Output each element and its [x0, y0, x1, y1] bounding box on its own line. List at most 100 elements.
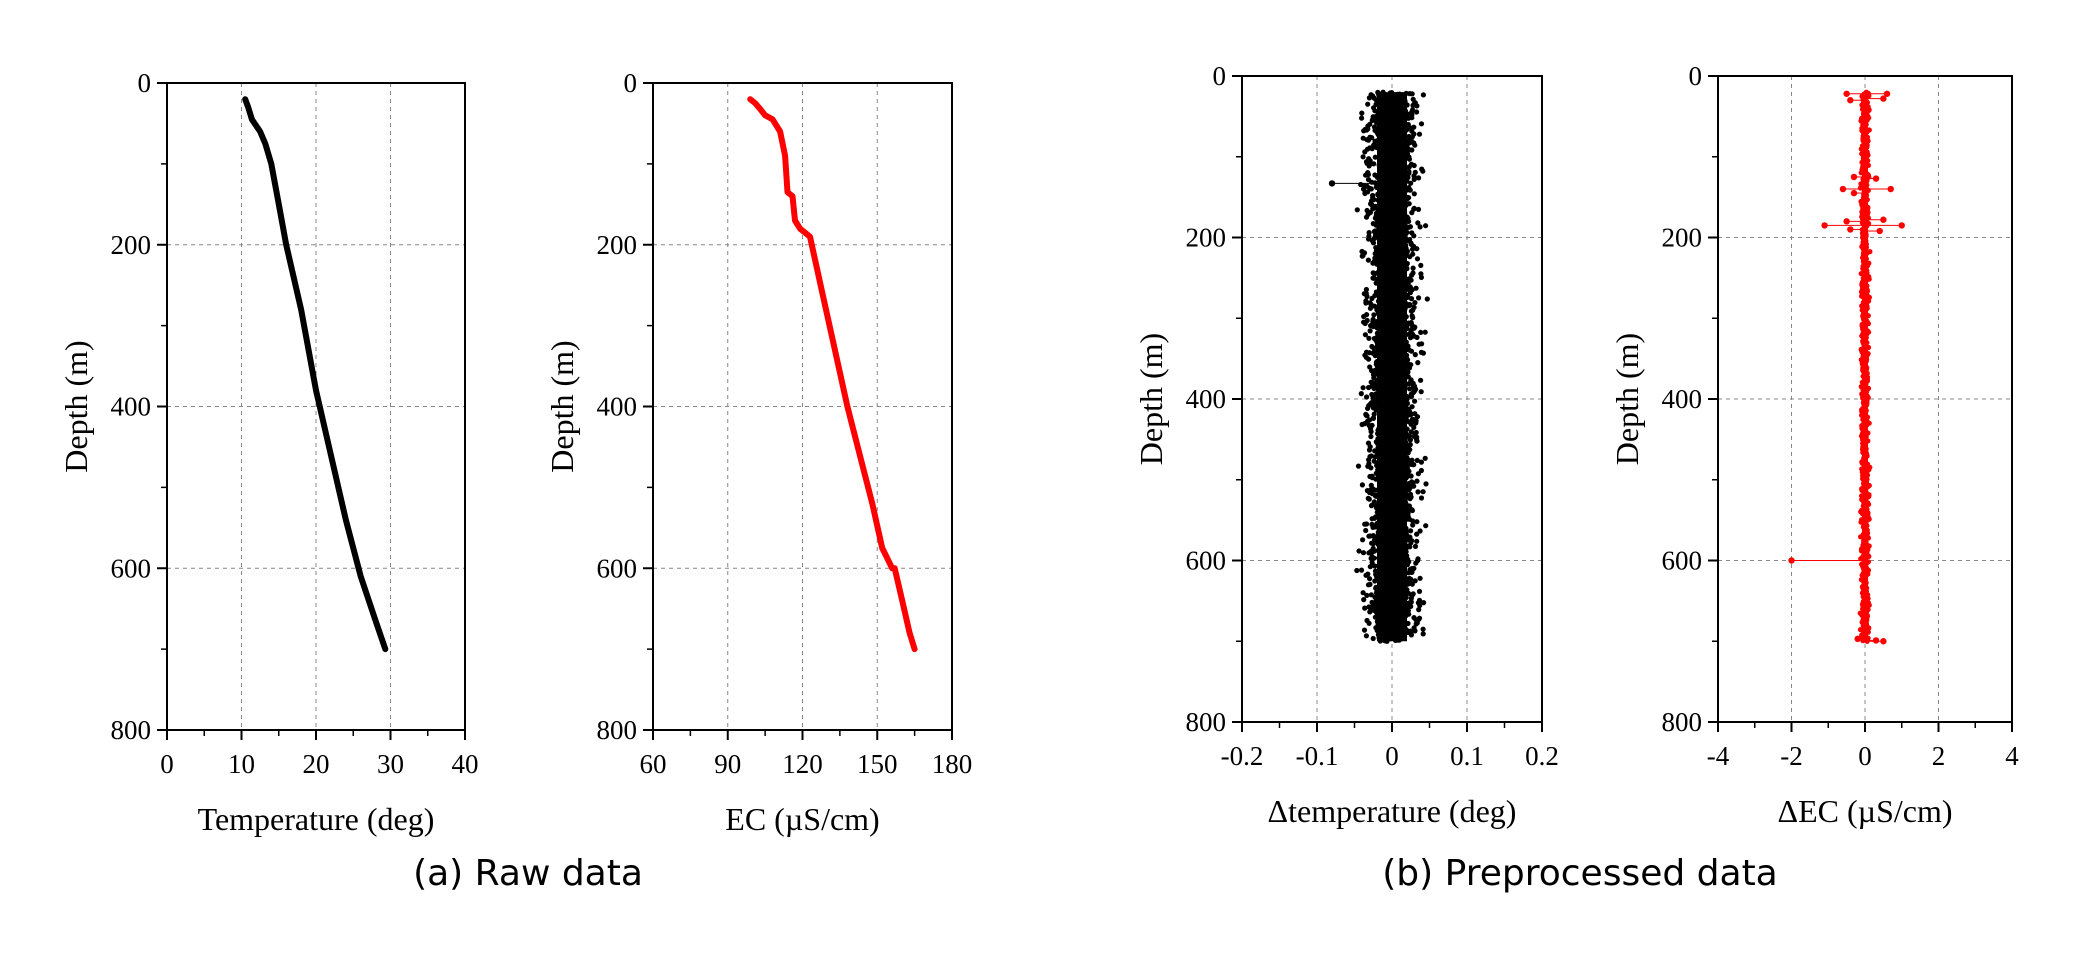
data-point	[1372, 353, 1378, 359]
data-point	[1378, 597, 1385, 603]
data-point	[1401, 256, 1407, 263]
data-point	[1366, 457, 1372, 463]
data-point	[1377, 638, 1383, 644]
data-point	[1406, 365, 1413, 371]
outlier-point	[1847, 226, 1854, 233]
data-point	[1370, 635, 1376, 642]
data-point	[1363, 214, 1370, 220]
data-point	[1412, 578, 1418, 584]
scatter-points	[1788, 89, 1905, 645]
data-point	[1379, 549, 1385, 556]
data-point	[1407, 254, 1413, 260]
data-point	[1420, 92, 1426, 98]
data-point	[1408, 473, 1414, 479]
data-point	[1420, 350, 1426, 356]
data-point	[1414, 256, 1421, 262]
data-point	[1377, 494, 1383, 500]
data-point	[1407, 496, 1413, 502]
data-point	[1390, 534, 1396, 540]
data-point	[1406, 570, 1412, 576]
data-point	[1392, 352, 1398, 358]
data-point	[1362, 190, 1368, 196]
data-point	[1362, 605, 1368, 611]
data-point	[1355, 463, 1362, 469]
x-tick-label: 30	[377, 749, 404, 779]
data-point	[1416, 588, 1423, 595]
x-tick-label: 0.2	[1525, 741, 1559, 771]
data-point	[1404, 426, 1410, 432]
x-tick-label: -4	[1707, 741, 1730, 771]
outlier-point	[1854, 635, 1861, 643]
data-point	[1356, 548, 1362, 554]
data-point	[1411, 233, 1417, 239]
data-point	[1359, 253, 1365, 259]
data-point	[1407, 386, 1413, 392]
y-tick-label: 800	[111, 715, 152, 745]
data-point	[1362, 320, 1368, 327]
outlier-point	[1880, 638, 1887, 645]
data-point	[1415, 489, 1421, 495]
data-point	[1366, 335, 1372, 341]
data-point	[1418, 329, 1424, 335]
outlier-point	[1843, 218, 1850, 225]
data-point	[1377, 409, 1383, 415]
data-point	[1354, 567, 1360, 574]
outlier-point	[1850, 173, 1858, 181]
data-point	[1416, 175, 1422, 181]
x-tick-label: 10	[228, 749, 255, 779]
data-point	[1418, 389, 1424, 395]
data-point	[1367, 328, 1373, 334]
data-point	[1407, 335, 1414, 341]
data-point	[1405, 121, 1411, 128]
x-tick-label: -0.1	[1296, 741, 1339, 771]
y-axis-title: Depth (m)	[1133, 333, 1169, 465]
data-point	[1415, 360, 1421, 366]
outlier-point	[1880, 216, 1887, 223]
data-point	[1409, 272, 1415, 278]
outlier-point	[1788, 557, 1795, 564]
data-point	[1369, 295, 1375, 301]
data-point	[1421, 600, 1427, 606]
data-point	[1360, 590, 1366, 596]
data-point	[1362, 332, 1368, 338]
data-point	[1414, 457, 1420, 463]
data-point	[1360, 186, 1367, 192]
x-tick-label: 0.1	[1450, 741, 1484, 771]
data-point	[1410, 522, 1416, 528]
chart-preprocessed-temperature: -0.2 -0.1 0 0.1 0.2 0 200 400 600 800 Δtemperature…	[1133, 61, 1559, 829]
x-tick-label: 0	[160, 749, 174, 779]
data-point	[1370, 323, 1376, 330]
data-point	[1373, 280, 1379, 286]
x-axis-title: ΔEC (µS/cm)	[1778, 793, 1953, 829]
data-point	[1359, 115, 1365, 121]
data-point	[1418, 121, 1425, 127]
data-point	[1402, 480, 1408, 486]
data-point	[1411, 162, 1417, 169]
data-point	[1408, 348, 1415, 354]
data-point	[1412, 300, 1418, 306]
data-point	[1414, 109, 1420, 115]
data-point	[1418, 377, 1424, 383]
y-tick-label: 800	[1186, 707, 1227, 737]
data-point	[1409, 91, 1415, 97]
data-point	[1406, 218, 1412, 224]
data-point	[1412, 142, 1418, 148]
data-point	[1407, 187, 1413, 193]
data-point	[1420, 168, 1426, 174]
data-point	[1360, 537, 1366, 543]
data-point	[1411, 176, 1417, 182]
data-point	[1366, 95, 1372, 101]
x-tick-label: -2	[1780, 741, 1803, 771]
data-point	[1366, 447, 1373, 453]
data-point	[1367, 576, 1373, 582]
data-point	[1406, 156, 1412, 162]
y-tick-label: 400	[111, 392, 152, 422]
data-point	[1365, 257, 1371, 263]
data-point	[1359, 110, 1365, 116]
data-point	[1402, 485, 1408, 491]
data-point	[1358, 567, 1365, 573]
y-tick-label: 0	[1213, 61, 1227, 91]
data-point	[1418, 262, 1424, 268]
data-point	[1417, 575, 1423, 581]
outlier-point	[1887, 185, 1894, 193]
